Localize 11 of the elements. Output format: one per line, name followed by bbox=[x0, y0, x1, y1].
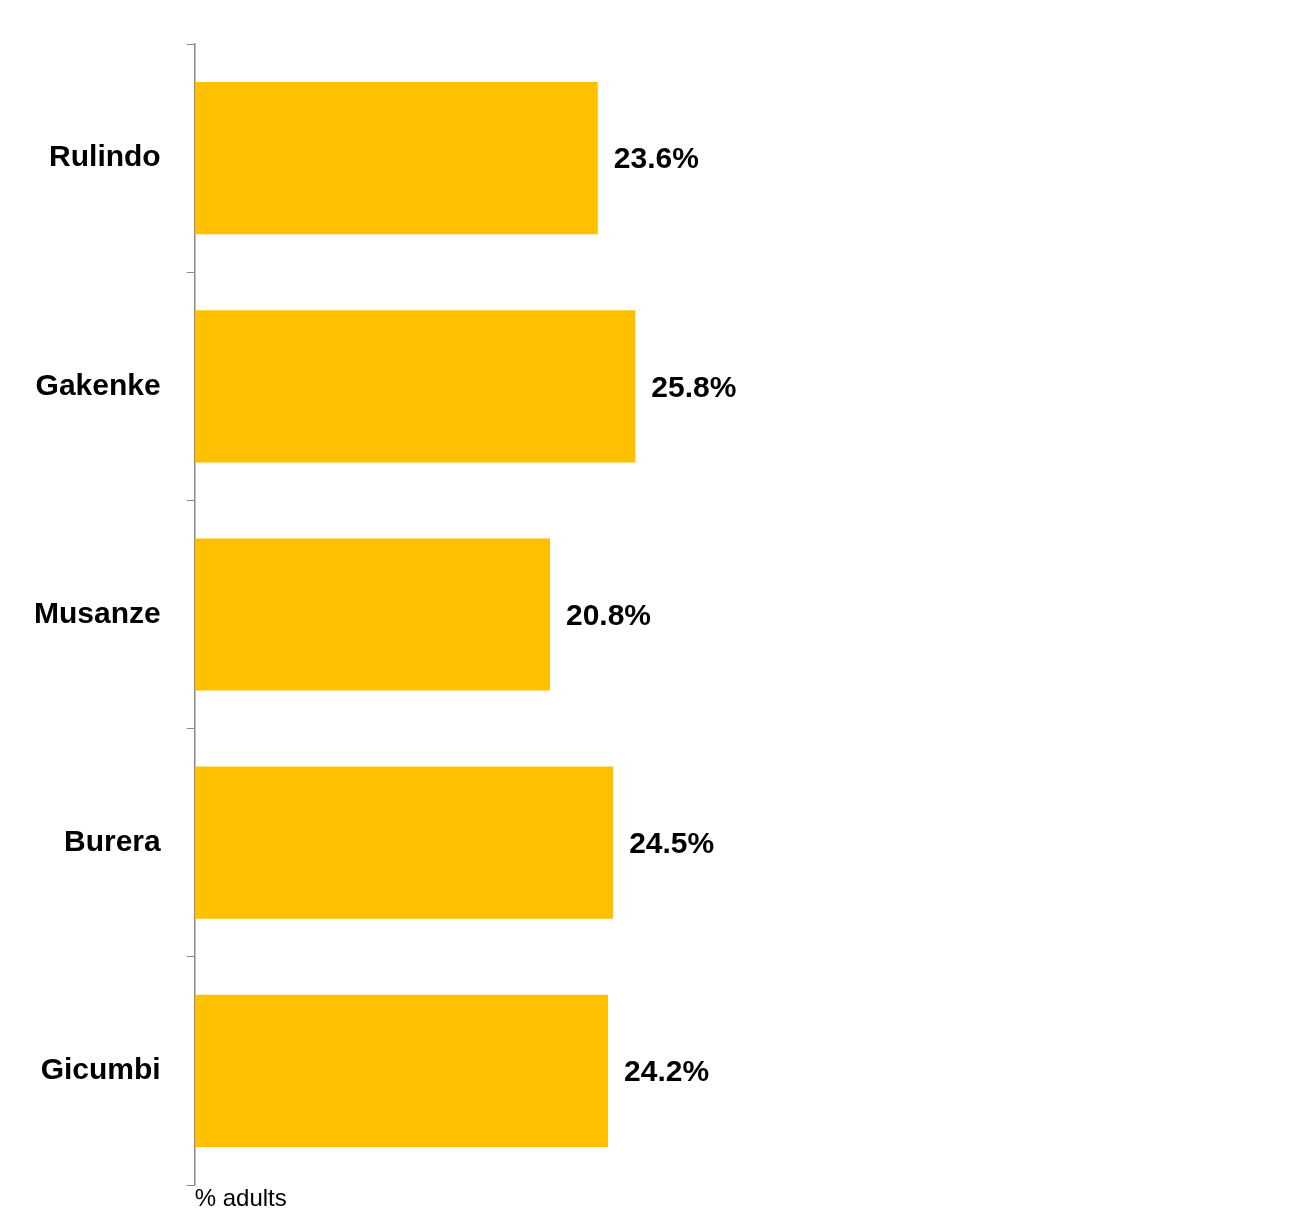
y-tick-label: Burera bbox=[63, 823, 161, 857]
x-axis-title: % adults bbox=[194, 1184, 287, 1212]
data-label: 24.2% bbox=[624, 1054, 710, 1088]
y-tick-label: Rulindo bbox=[49, 139, 161, 173]
y-tick-label: Gakenke bbox=[35, 367, 161, 401]
data-label: 20.8% bbox=[565, 597, 652, 631]
y-tick-label: Gicumbi bbox=[40, 1052, 161, 1086]
data-label: 23.6% bbox=[613, 141, 699, 175]
data-label: 24.5% bbox=[629, 825, 715, 859]
y-tick-label: Musanze bbox=[33, 595, 161, 629]
data-label: 25.8% bbox=[651, 369, 737, 403]
